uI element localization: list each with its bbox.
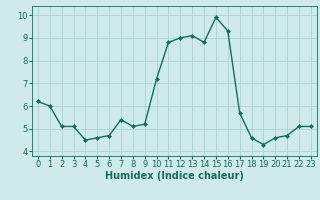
X-axis label: Humidex (Indice chaleur): Humidex (Indice chaleur) bbox=[105, 171, 244, 181]
